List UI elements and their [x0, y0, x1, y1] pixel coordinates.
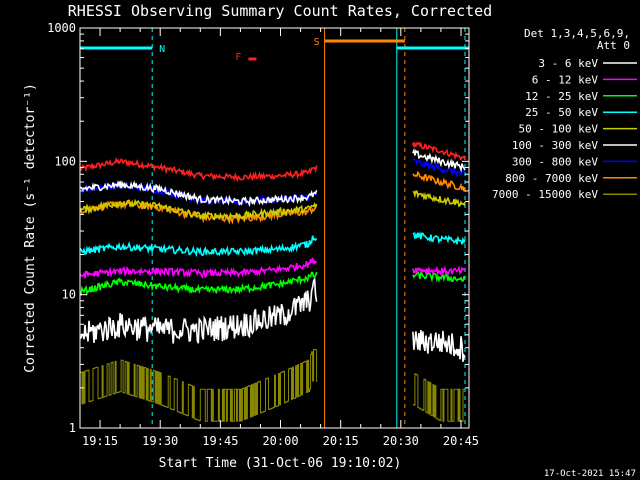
series-3-6-kev-segment-1: [79, 276, 318, 344]
series-300-800-kev-segment-2: [412, 158, 466, 179]
y-tick-label-10: 10: [62, 288, 76, 302]
series-100-300-kev-segment-2: [412, 147, 466, 173]
series-6-12-kev-segment-2: [412, 264, 466, 277]
legend-label-800-7000-kev: 800 - 7000 keV: [505, 172, 598, 185]
plot-frame: [79, 27, 470, 429]
series-50-100-kev-segment-2: [412, 190, 466, 208]
y-tick-label-100: 100: [54, 154, 76, 168]
series-25-50-kev-segment-1: [79, 235, 318, 258]
series-800-7000-kev-segment-2: [412, 170, 466, 192]
flare-label: F: [235, 52, 241, 63]
series-50-100-kev-segment-1: [79, 198, 318, 221]
x-tick-label-20-45: 20:45: [443, 434, 479, 448]
night-label: N: [159, 44, 165, 55]
footer-date: 17-Oct-2021 15:47: [544, 469, 636, 479]
series-25-50-kev-segment-2: [412, 231, 466, 245]
legend: Det 1,3,4,5,6,9,Att 0 3 - 6 keV 6 - 12 keV…: [492, 27, 637, 201]
axes: 1 10 100 1000 19:15 19:30 19:45 20:00 20:15 20:30…: [47, 21, 479, 448]
series-flare-curve-segment-2: [412, 141, 466, 162]
series-flare-curve-segment-1: [79, 157, 318, 183]
legend-label-300-800-kev: 300 - 800 keV: [512, 155, 598, 168]
legend-label-100-300-kev: 100 - 300 keV: [512, 139, 598, 152]
x-tick-label-20-15: 20:15: [323, 434, 359, 448]
legend-label-50-100-kev: 50 - 100 keV: [519, 123, 599, 136]
series-6-12-kev-segment-1: [79, 257, 318, 279]
chart-title: RHESSI Observing Summary Count Rates, Co…: [68, 2, 492, 20]
legend-header-1: Det 1,3,4,5,6,9,: [524, 27, 630, 40]
x-tick-label-19-30: 19:30: [142, 434, 178, 448]
series-7000-15000-kev-segment-2: [412, 373, 465, 422]
plot-area: N S F: [79, 28, 469, 428]
x-tick-label-20-30: 20:30: [383, 434, 419, 448]
x-axis-label: Start Time (31-Oct-06 19:10:02): [159, 456, 402, 471]
series-100-300-kev-segment-1: [79, 179, 318, 208]
x-tick-label-19-15: 19:15: [82, 434, 118, 448]
x-tick-label-19-45: 19:45: [202, 434, 238, 448]
legend-label-7000-15000-kev: 7000 - 15000 keV: [492, 188, 598, 201]
series-3-6-kev-segment-2: [412, 330, 466, 362]
legend-label-6-12-kev: 6 - 12 keV: [532, 73, 599, 86]
series-7000-15000-kev-segment-1: [80, 348, 318, 422]
legend-label-25-50-kev: 25 - 50 keV: [525, 106, 598, 119]
legend-label-12-25-kev: 12 - 25 keV: [525, 90, 598, 103]
series-12-25-kev-segment-1: [79, 271, 318, 297]
x-tick-label-20-00: 20:00: [262, 434, 298, 448]
y-tick-label-1: 1: [69, 421, 76, 435]
legend-header-2: Att 0: [597, 39, 630, 52]
saa-label: S: [314, 37, 320, 48]
y-tick-label-1000: 1000: [47, 21, 76, 35]
y-axis-label: Corrected Count Rate (s⁻¹ detector⁻¹): [23, 83, 38, 373]
legend-label-3-6-kev: 3 - 6 keV: [538, 57, 598, 70]
series-800-7000-kev-segment-1: [79, 200, 318, 225]
